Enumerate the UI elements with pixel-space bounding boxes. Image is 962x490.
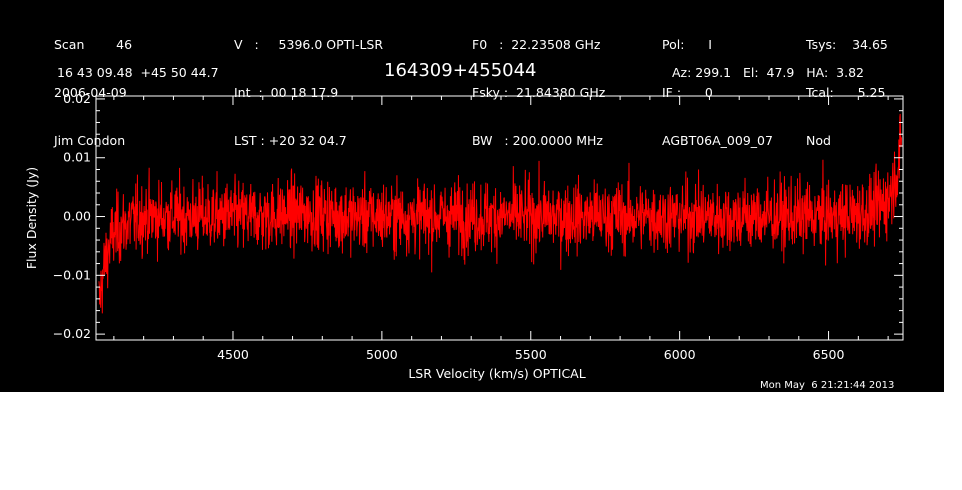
spectrum-plot-panel: Scan 46 2006-04-09 Jim Condon V : 5396.0… bbox=[0, 0, 944, 392]
tsys-line: Tsys: 34.65 bbox=[806, 37, 888, 52]
y-axis-label: Flux Density (Jy) bbox=[24, 167, 39, 269]
plot-timestamp: Mon May 6 21:21:44 2013 bbox=[760, 380, 895, 391]
plot-frame bbox=[95, 95, 904, 341]
if-line: IF : 0 bbox=[662, 85, 713, 100]
scan-line: Scan 46 bbox=[54, 37, 133, 52]
coordinates: 16 43 09.48 +45 50 44.7 bbox=[57, 65, 219, 80]
velocity-line: V : 5396.0 OPTI-LSR bbox=[234, 37, 384, 52]
lst-line: LST : +20 32 04.7 bbox=[234, 133, 347, 148]
x-tick-label: 6000 bbox=[664, 347, 696, 362]
observer-line: Jim Condon bbox=[54, 133, 126, 148]
x-tick-label: 5000 bbox=[366, 347, 398, 362]
project-line: AGBT06A_009_07 bbox=[662, 133, 773, 148]
x-tick-label: 5500 bbox=[515, 347, 547, 362]
x-tick-label: 6500 bbox=[813, 347, 845, 362]
y-tick-label: 0.02 bbox=[63, 91, 91, 106]
pol-line: Pol: I bbox=[662, 37, 712, 52]
y-tick-label: −0.01 bbox=[53, 267, 91, 282]
header-col-scan: Scan 46 2006-04-09 Jim Condon bbox=[54, 5, 132, 181]
spectrum-chart: 4500 5000 5500 6000 6500 −0.02 −0.01 0.00 0.01 0.… bbox=[24, 91, 904, 381]
header-col-polarization: Pol: I IF : 0 AGBT06A_009_07 bbox=[662, 5, 773, 181]
nod-line: Nod bbox=[806, 133, 831, 148]
pointing-info: Az: 299.1 El: 47.9 HA: 3.82 bbox=[672, 65, 865, 80]
spectrum-trace bbox=[98, 113, 903, 314]
y-tick-label: −0.02 bbox=[53, 326, 91, 341]
x-tick-label: 4500 bbox=[217, 347, 249, 362]
y-tick-label: 0.00 bbox=[63, 209, 91, 224]
x-axis-label: LSR Velocity (km/s) OPTICAL bbox=[408, 366, 585, 381]
source-name: 164309+455044 bbox=[384, 60, 537, 81]
bandwidth-line: BW : 200.0000 MHz bbox=[472, 133, 603, 148]
y-tick-label: 0.01 bbox=[63, 150, 91, 165]
f0-line: F0 : 22.23508 GHz bbox=[472, 37, 601, 52]
